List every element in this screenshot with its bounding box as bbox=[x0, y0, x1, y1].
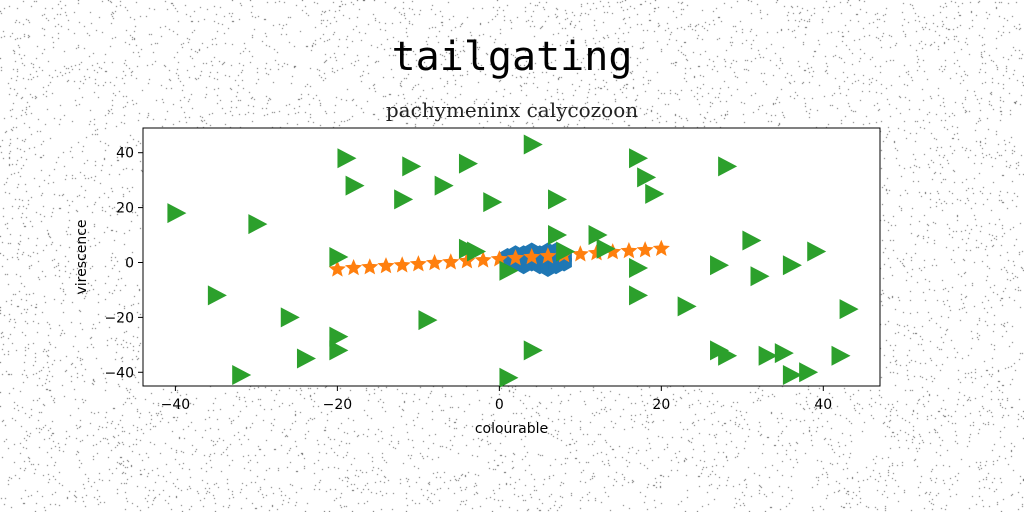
point-triangle-right bbox=[434, 175, 454, 196]
point-triangle-right bbox=[458, 153, 478, 174]
y-tick-label: 20 bbox=[116, 201, 134, 217]
point-triangle-right bbox=[596, 238, 616, 259]
point-triangle-right bbox=[548, 225, 568, 246]
point-triangle-right bbox=[296, 348, 316, 369]
point-triangle-right bbox=[742, 230, 762, 251]
y-axis-label: virescence bbox=[74, 219, 90, 294]
point-triangle-right bbox=[167, 203, 187, 224]
point-triangle-right bbox=[418, 310, 438, 331]
point-triangle-right bbox=[467, 241, 487, 262]
point-triangle-right bbox=[637, 167, 657, 188]
y-tick-label: 40 bbox=[116, 146, 134, 162]
y-tick-label: −20 bbox=[104, 310, 134, 326]
plot-area bbox=[167, 134, 859, 388]
point-triangle-right bbox=[677, 296, 697, 317]
point-triangle-right bbox=[758, 345, 778, 366]
point-triangle-right bbox=[774, 343, 794, 364]
point-triangle-right bbox=[523, 340, 543, 361]
x-axis-label: colourable bbox=[475, 421, 548, 437]
point-triangle-right bbox=[556, 241, 576, 262]
point-star bbox=[571, 245, 589, 262]
point-triangle-right bbox=[629, 148, 649, 169]
point-star bbox=[474, 251, 492, 268]
x-axis-ticks: −40 −20 0 20 40 bbox=[161, 386, 832, 413]
point-triangle-right bbox=[499, 260, 519, 281]
point-triangle-right bbox=[629, 285, 649, 306]
point-triangle-right bbox=[483, 192, 503, 213]
point-triangle-right bbox=[629, 257, 649, 278]
x-tick-label: 40 bbox=[814, 397, 832, 413]
chart-subtitle: pachymeninx calycozoon bbox=[385, 98, 639, 122]
point-triangle-right bbox=[232, 365, 252, 386]
point-triangle-right bbox=[799, 362, 819, 383]
point-star bbox=[328, 260, 346, 277]
point-triangle-right bbox=[782, 365, 802, 386]
point-triangle-right bbox=[394, 189, 414, 210]
point-star bbox=[620, 242, 638, 259]
point-triangle-right bbox=[710, 255, 730, 276]
point-star bbox=[345, 259, 363, 276]
point-triangle-right bbox=[499, 367, 519, 388]
point-triangle-right bbox=[329, 326, 349, 347]
point-triangle-right bbox=[523, 134, 543, 155]
x-tick-label: −40 bbox=[161, 397, 191, 413]
point-star bbox=[377, 257, 395, 274]
x-tick-label: 0 bbox=[495, 397, 504, 413]
point-star bbox=[539, 247, 557, 264]
point-star bbox=[636, 241, 654, 258]
series-star bbox=[328, 239, 670, 277]
point-triangle-right bbox=[548, 189, 568, 210]
chart-title: tailgating bbox=[391, 34, 633, 80]
y-axis-ticks: −40 −20 0 20 40 bbox=[104, 146, 143, 381]
point-triangle-right bbox=[248, 214, 268, 235]
point-triangle-right bbox=[329, 340, 349, 361]
point-triangle-right bbox=[750, 266, 770, 287]
series-triangle-right bbox=[167, 134, 859, 388]
point-triangle-right bbox=[207, 285, 227, 306]
point-triangle-right bbox=[782, 255, 802, 276]
point-triangle-right bbox=[831, 345, 851, 366]
x-tick-label: 20 bbox=[652, 397, 670, 413]
point-triangle-right bbox=[402, 156, 422, 177]
point-star bbox=[490, 250, 508, 267]
y-tick-label: 0 bbox=[125, 255, 134, 271]
point-star bbox=[442, 253, 460, 270]
point-triangle-right bbox=[718, 156, 738, 177]
point-triangle-right bbox=[345, 175, 365, 196]
point-star bbox=[652, 239, 670, 256]
point-star bbox=[361, 258, 379, 275]
y-tick-label: −40 bbox=[104, 365, 134, 381]
point-star bbox=[523, 248, 541, 265]
point-star bbox=[426, 254, 444, 271]
point-star bbox=[458, 252, 476, 269]
point-triangle-right bbox=[280, 307, 300, 328]
point-triangle-right bbox=[329, 247, 349, 267]
x-tick-label: −20 bbox=[323, 397, 353, 413]
point-triangle-right bbox=[645, 183, 665, 204]
point-star bbox=[409, 255, 427, 272]
point-triangle-right bbox=[718, 345, 738, 366]
axes-box bbox=[142, 127, 881, 387]
point-star bbox=[604, 243, 622, 260]
point-star bbox=[507, 249, 525, 266]
point-triangle-right bbox=[807, 241, 827, 262]
point-star bbox=[393, 256, 411, 273]
point-triangle-right bbox=[588, 225, 608, 246]
axes-frame bbox=[142, 127, 881, 387]
point-triangle-right bbox=[337, 148, 357, 169]
point-triangle-right bbox=[839, 299, 859, 320]
